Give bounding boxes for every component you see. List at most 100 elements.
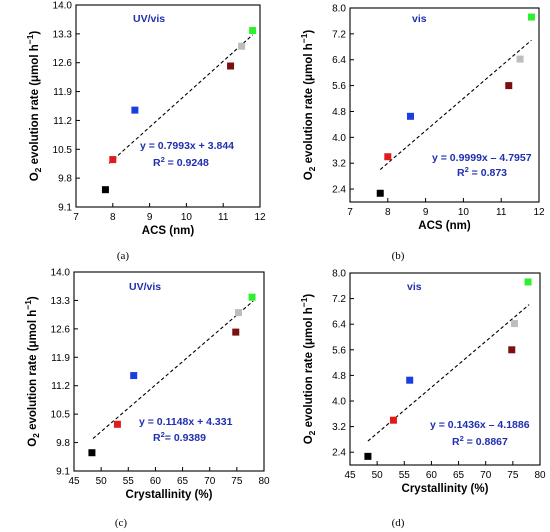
y-tick-label: 12.6 [51, 324, 71, 335]
x-tick-label: 8 [385, 207, 391, 218]
data-point [248, 293, 256, 301]
y-tick-label: 8.0 [332, 4, 346, 15]
y-tick-label: 5.6 [332, 345, 346, 356]
y-tick-label: 8.0 [332, 269, 346, 280]
panel-tag: (b) [392, 250, 405, 262]
y-tick-label: 2.4 [332, 448, 346, 459]
y-tick-label: 6.4 [332, 320, 346, 331]
fit-equation: y = 0.7993x + 3.844 [140, 140, 234, 152]
x-tick-label: 80 [534, 470, 546, 481]
x-tick-label: 60 [426, 470, 438, 481]
fit-equation: y = 0.9999x – 4.7957 [432, 152, 532, 164]
y-tick-label: 4.8 [332, 107, 346, 118]
data-point [389, 416, 397, 424]
x-tick-label: 50 [96, 476, 108, 487]
y-tick-label: 10.5 [51, 410, 71, 421]
data-point [524, 278, 532, 286]
data-point [508, 346, 516, 354]
y-tick-label: 14.0 [51, 268, 71, 279]
condition-label: UV/vis [133, 13, 165, 25]
data-point [227, 62, 235, 70]
y-tick-label: 5.6 [332, 81, 346, 92]
x-axis-label: Crystallinity (%) [402, 483, 489, 495]
x-tick-label: 70 [204, 476, 216, 487]
y-tick-label: 10.5 [53, 145, 73, 156]
x-axis-label: Crystallinity (%) [126, 489, 213, 501]
x-tick-label: 7 [347, 207, 353, 218]
x-tick-label: 60 [150, 476, 162, 487]
chart-panel-c: 45 50 55 60 65 70 75 80 9.1 9.8 10.5 11.2 11.9 12.6 13… [23, 268, 270, 530]
y-tick-label: 13.3 [51, 296, 71, 307]
x-tick-label: 9 [147, 212, 153, 223]
x-tick-label: 80 [258, 476, 270, 487]
plot-frame [349, 7, 540, 203]
y-tick-label: 4.0 [332, 133, 346, 144]
x-tick-label: 50 [372, 470, 384, 481]
panel-tag: (d) [392, 517, 405, 529]
data-point [101, 186, 109, 194]
x-tick-label: 12 [254, 212, 266, 223]
data-point [406, 112, 414, 120]
x-tick-label: 65 [453, 470, 465, 481]
r-squared: R2 = 0.873 [457, 165, 507, 179]
fit-line [379, 39, 532, 170]
fit-line [108, 34, 254, 164]
r-squared: R2 = 0.8867 [452, 434, 508, 448]
x-tick-label: 55 [123, 476, 135, 487]
y-axis-label: O2 evolution rate (μmol h−1) [23, 296, 41, 447]
condition-label: vis [407, 281, 422, 293]
x-axis-label: ACS (nm) [418, 220, 471, 232]
y-axis-label: O2 evolution rate (μmol h−1) [299, 294, 317, 445]
x-tick-label: 70 [480, 470, 492, 481]
x-tick-label: 9 [423, 207, 429, 218]
data-point [249, 27, 257, 35]
data-point [505, 82, 513, 90]
data-point [232, 328, 240, 336]
chart-panel-d: 45 50 55 60 65 70 75 80 2.4 3.2 4.0 4.8 5.6 6.4 7.2 8.0… [299, 269, 546, 530]
data-point [88, 449, 96, 457]
y-tick-label: 2.4 [332, 185, 346, 196]
x-tick-label: 12 [533, 207, 545, 218]
y-tick-label: 11.2 [53, 116, 72, 127]
panel-tag: (c) [115, 517, 128, 529]
y-tick-label: 3.2 [332, 159, 346, 170]
data-point [131, 106, 139, 114]
condition-label: UV/vis [129, 281, 161, 293]
plot-frame [73, 271, 265, 472]
x-tick-label: 10 [181, 212, 193, 223]
y-tick-label: 11.9 [53, 87, 72, 98]
fit-line [92, 300, 254, 439]
data-point [510, 320, 518, 328]
condition-label: vis [412, 13, 427, 25]
y-tick-label: 14.0 [53, 1, 73, 12]
data-point [109, 156, 117, 164]
data-point [384, 153, 392, 161]
x-tick-label: 45 [344, 470, 356, 481]
x-tick-label: 45 [68, 476, 80, 487]
y-tick-label: 11.9 [51, 353, 70, 364]
fit-line [367, 304, 530, 442]
y-tick-label: 4.8 [332, 371, 346, 382]
data-point [130, 372, 138, 380]
data-point [113, 420, 121, 428]
y-axis-label: O2 evolution rate (μmol h−1) [299, 30, 317, 181]
y-axis-label: O2 evolution rate (μmol h−1) [25, 31, 43, 182]
panel-tag: (a) [117, 250, 130, 262]
x-tick-label: 10 [458, 207, 470, 218]
data-point [406, 376, 414, 384]
x-tick-label: 11 [218, 212, 229, 223]
chart-panel-b: 7 8 9 10 11 12 2.4 3.2 4.0 4.8 5.6 6.4 7.2 8.0 ACS (nm… [299, 4, 545, 263]
fit-equation: y = 0.1148x + 4.331 [139, 416, 233, 428]
y-tick-label: 6.4 [332, 55, 346, 66]
y-tick-label: 7.2 [332, 29, 346, 40]
x-tick-label: 55 [399, 470, 411, 481]
x-tick-label: 75 [231, 476, 243, 487]
data-point [527, 13, 535, 21]
data-point [364, 452, 372, 460]
y-tick-label: 3.2 [332, 422, 346, 433]
x-tick-label: 65 [177, 476, 189, 487]
y-tick-label: 7.2 [332, 294, 346, 305]
data-point [234, 309, 242, 317]
r-squared: R2 = 0.9248 [153, 155, 209, 169]
